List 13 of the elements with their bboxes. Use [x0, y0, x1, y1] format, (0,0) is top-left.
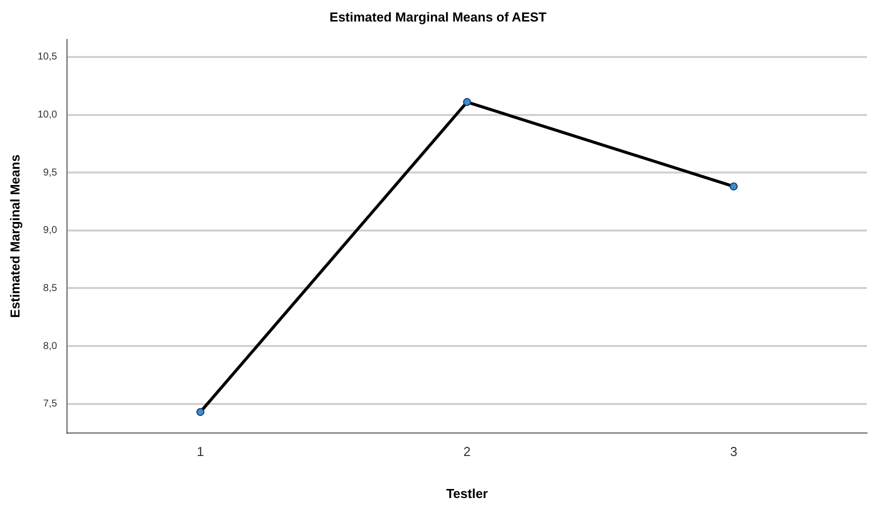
y-tick-label: 8,0 [43, 340, 58, 352]
chart-title: Estimated Marginal Means of AEST [330, 9, 547, 24]
y-tick-label: 8,5 [43, 282, 58, 294]
x-axis-title: Testler [446, 486, 488, 501]
y-tick-label: 9,5 [43, 167, 58, 178]
y-tick-label: 10,5 [38, 52, 58, 63]
x-tick-label: 3 [730, 444, 738, 460]
y-tick-label: 7,5 [43, 398, 58, 410]
y-tick-label: 10,0 [38, 110, 58, 121]
y-tick-label: 9,0 [43, 225, 58, 236]
x-tick-label: 2 [463, 444, 471, 460]
x-tick-label: 1 [196, 444, 204, 460]
y-axis-title: Estimated Marginal Means [7, 154, 22, 318]
